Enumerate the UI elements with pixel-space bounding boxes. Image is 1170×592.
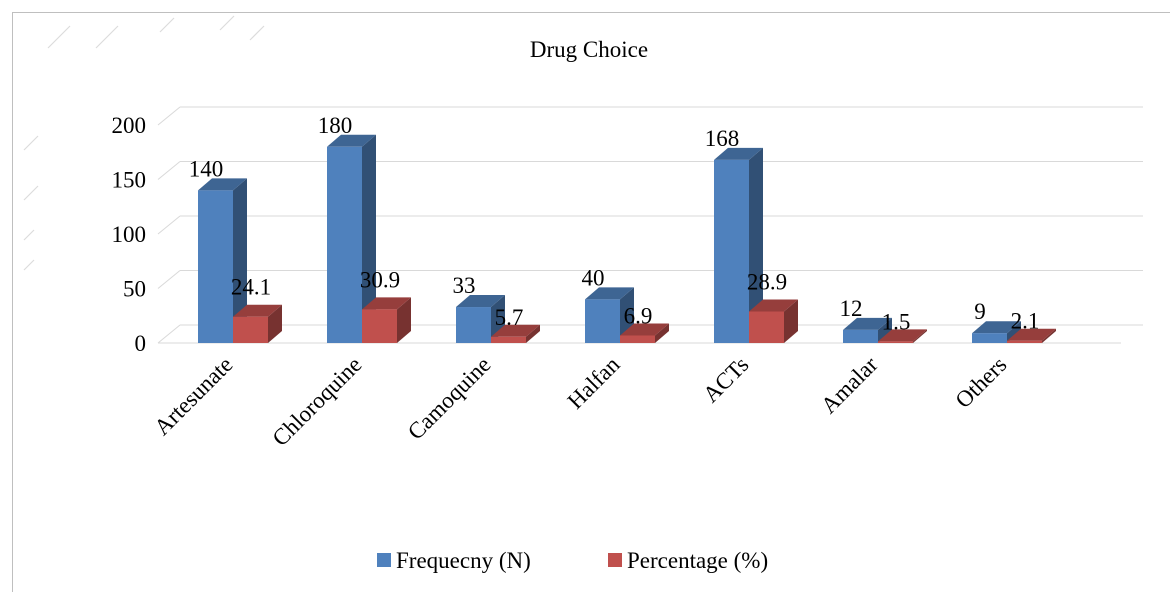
bar-frequency-halfan (585, 287, 634, 343)
bar-frequency-artesunate (198, 178, 247, 343)
gridline-diag (157, 270, 181, 289)
data-label: 9 (974, 299, 986, 324)
x-category-label: Others (950, 352, 1011, 413)
bar-frequency-acts (714, 147, 763, 343)
bar-percentage-acts (749, 299, 798, 343)
bar-percentage-artesunate (233, 304, 282, 343)
gridline-diag (157, 324, 181, 344)
data-label: 24.1 (231, 275, 271, 300)
data-label: 140 (189, 156, 224, 181)
data-label: 180 (318, 113, 353, 138)
bar-frequency-others (972, 321, 1021, 343)
data-label: 28.9 (747, 269, 787, 294)
chart-title: Drug Choice (530, 37, 648, 62)
bar-percentage-others (1007, 328, 1056, 343)
legend-item-percentage: Percentage (%) (608, 548, 768, 573)
gridline-diag (157, 161, 181, 180)
x-category-label: Artesunate (149, 352, 237, 440)
legend-swatch (377, 553, 391, 567)
legend: Frequecny (N) Percentage (%) (377, 548, 768, 573)
y-tick-label: 50 (123, 277, 146, 302)
y-tick-label: 150 (112, 168, 147, 193)
data-label: 2.1 (1011, 309, 1040, 334)
bar-percentage-camoquine (491, 324, 540, 343)
bar-percentage-halfan (620, 323, 669, 343)
gridline-diag (157, 215, 181, 235)
x-category-label: Camoquine (403, 352, 496, 445)
data-labels: 140 24.1 180 30.9 33 5.7 40 6.9 168 28.9 12 1.5 9 2.1 (189, 113, 1040, 335)
legend-label: Percentage (%) (627, 548, 768, 573)
bar-frequency-chloroquine (327, 134, 376, 343)
data-label: 5.7 (495, 305, 524, 330)
data-label: 40 (582, 265, 605, 290)
bar-percentage-amalar (878, 329, 927, 343)
y-tick-label: 0 (135, 331, 147, 356)
legend-swatch (608, 553, 622, 567)
y-tick-label: 200 (112, 113, 147, 138)
bar-frequency-camoquine (456, 295, 505, 343)
chart-frame (12, 12, 1170, 592)
x-category-label: ACTs (698, 352, 753, 407)
y-axis-tick-labels: 0 50 100 150 200 (112, 113, 147, 356)
bar-percentage-chloroquine (362, 297, 411, 343)
y-tick-label: 100 (112, 222, 147, 247)
data-label: 6.9 (624, 303, 653, 328)
bar-frequency-amalar (843, 317, 892, 343)
data-label: 12 (840, 296, 863, 321)
x-category-label: Amalar (816, 352, 883, 419)
data-label: 30.9 (360, 267, 400, 292)
x-category-label: Chloroquine (268, 352, 367, 451)
data-label: 168 (705, 126, 740, 151)
x-category-label: Halfan (563, 352, 625, 414)
data-label: 1.5 (882, 309, 911, 334)
legend-item-frequency: Frequecny (N) (377, 548, 531, 573)
legend-label: Frequecny (N) (396, 548, 531, 573)
watermark-decoration (23, 15, 265, 271)
data-label: 33 (453, 273, 476, 298)
gridline-diag (157, 106, 181, 126)
x-axis-category-labels: Artesunate Chloroquine Camoquine Halfan ACTs… (149, 352, 1011, 451)
bars (198, 134, 1056, 343)
